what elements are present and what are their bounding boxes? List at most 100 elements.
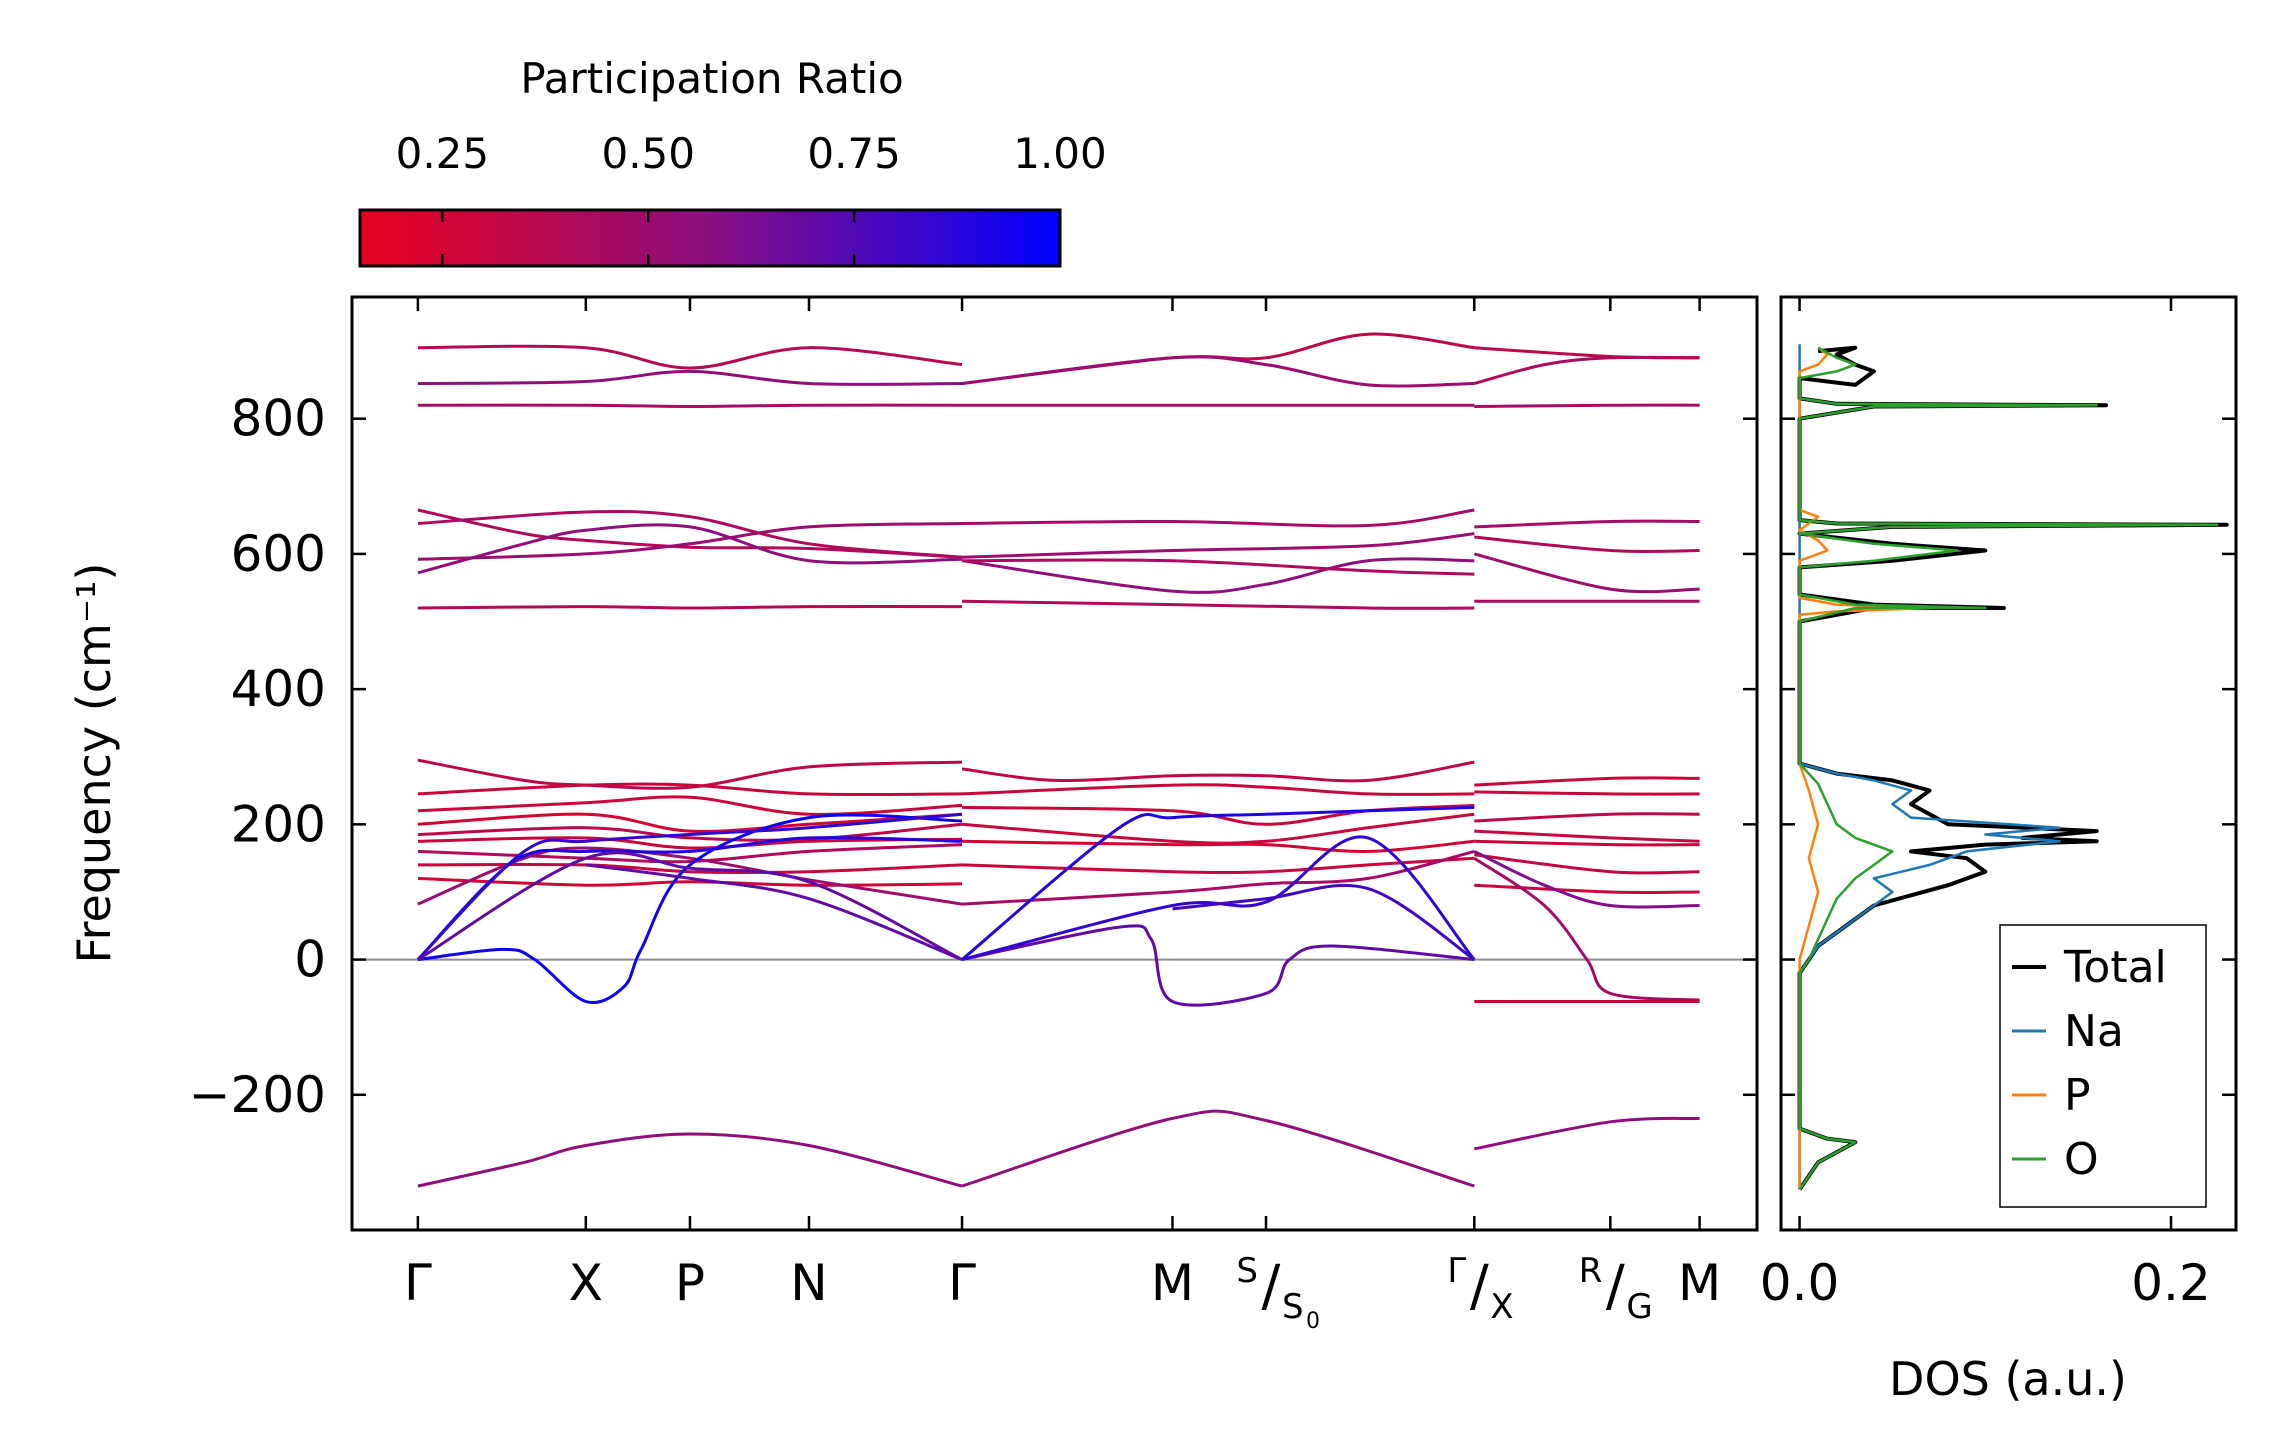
band-plot-frame [350, 295, 1759, 1232]
k-point-label: M [1151, 1254, 1194, 1312]
dos-legend: Total Na PO [1999, 924, 2207, 1208]
k-point-label: P [675, 1254, 705, 1312]
phonon-band [417, 782, 963, 797]
phonon-band [417, 876, 963, 887]
k-point-label: Γ [404, 1254, 432, 1312]
phonon-band [961, 835, 1476, 962]
colorbar-tick-label: 0.25 [396, 129, 490, 178]
phonon-band [417, 508, 963, 559]
k-point-slash: / [1262, 1254, 1281, 1319]
k-point-name: M [1151, 1254, 1194, 1312]
colorbar-label: Participation Ratio [520, 54, 903, 103]
phonon-band [961, 849, 1475, 906]
phonon-band [961, 557, 1475, 594]
k-point-name: X [569, 1254, 603, 1312]
phonon-band [961, 508, 1475, 528]
phonon-band [1474, 790, 1700, 796]
phonon-band [961, 532, 1475, 559]
colorbar-tick-label: 0.50 [601, 129, 695, 178]
k-point-slash: / [1470, 1254, 1489, 1319]
k-point-sub: X [1490, 1287, 1513, 1327]
k-point-label: N [790, 1254, 827, 1312]
phonon-band [585, 863, 963, 961]
phonon-band [1474, 853, 1700, 875]
k-point-sup: S [1236, 1251, 1258, 1291]
dos-x-tick-label: 0.2 [2131, 1254, 2211, 1312]
dos-curve-o [1798, 346, 2219, 1191]
phonon-band [961, 1109, 1475, 1188]
phonon-band [417, 344, 963, 370]
y-tick-label: 800 [231, 390, 326, 448]
phonon-bands [416, 332, 1700, 1188]
phonon-band [417, 369, 963, 386]
colorbar-gradient [358, 208, 1062, 268]
phonon-band [417, 795, 963, 816]
legend-label-na: Na [2064, 1006, 2124, 1057]
k-point-label: S / S 0 [1236, 1251, 1320, 1334]
dos-curve-na [1798, 344, 2061, 1190]
phonon-band [417, 846, 963, 906]
phonon-band [961, 558, 1475, 576]
colorbar-tick-labels: 0.25 0.50 0.75 1.00 [396, 129, 1107, 178]
phonon-band [1474, 535, 1700, 554]
phonon-band [961, 783, 1475, 796]
phonon-band [417, 862, 963, 875]
k-point-slash: / [1606, 1254, 1625, 1319]
k-point-name: N [790, 1254, 827, 1312]
legend-frame [1999, 924, 2207, 1208]
phonon-band [1473, 355, 1700, 385]
legend-label-total: Total [2063, 942, 2167, 993]
phonon-band [1473, 856, 1700, 1002]
phonon-band [1474, 812, 1700, 823]
colorbar-tick-label: 0.75 [807, 129, 901, 178]
phonon-band [961, 805, 1475, 961]
phonon-band [417, 851, 963, 961]
dos-axis-label: DOS (a.u.) [1889, 1352, 2127, 1406]
k-point-name: Γ [948, 1254, 976, 1312]
phonon-band [416, 812, 963, 961]
y-tick-label: −200 [189, 1066, 326, 1124]
k-point-label: R / G [1579, 1251, 1653, 1327]
phonon-band [1474, 829, 1700, 843]
phonon-band [417, 523, 963, 575]
phonon-band [961, 812, 1475, 845]
phonon-band [1172, 883, 1476, 961]
k-point-name: M [1678, 1254, 1721, 1312]
phonon-band [1474, 776, 1700, 787]
phonon-band [961, 924, 1475, 1007]
k-point-sub: S [1282, 1287, 1304, 1327]
dos-curves [1797, 344, 2229, 1191]
k-point-sub: G [1626, 1287, 1652, 1327]
colorbar: Participation Ratio 0.25 0.50 0.75 1.00 [358, 54, 1107, 268]
dos-x-tick-label: 0.0 [1760, 1254, 1840, 1312]
phonon-band [417, 813, 963, 1005]
phonon-band [417, 822, 963, 842]
dos-panel: 0.0 0.2 DOS (a.u.) Total Na PO [1760, 295, 2238, 1406]
phonon-band [417, 510, 963, 559]
phonon-band [1473, 552, 1700, 594]
y-tick-label: 200 [231, 795, 326, 853]
phonon-band [961, 839, 1475, 853]
y-tick-label: 600 [231, 525, 326, 583]
phonon-band [417, 605, 963, 610]
phonon-band [961, 856, 1475, 875]
k-point-label: X [569, 1254, 603, 1312]
k-point-label: M [1678, 1254, 1721, 1312]
phonon-band [417, 522, 963, 561]
phonon-band [961, 355, 1475, 388]
phonon-band [1474, 883, 1700, 894]
k-point-label: Γ / X [1447, 1251, 1513, 1327]
y-tick-label: 0 [294, 931, 326, 989]
phonon-band [417, 836, 963, 850]
phonon-band [961, 599, 1475, 610]
dos-axis-ticks: 0.0 0.2 [1760, 297, 2236, 1312]
colorbar-ticks [441, 210, 856, 266]
phonon-band [1474, 519, 1700, 529]
frequency-axis-ticks: −200 0 200 400 600 800 [189, 390, 1757, 1124]
k-point-subsub: 0 [1306, 1309, 1320, 1334]
dos-plot-frame [1779, 295, 2238, 1232]
phonon-band [961, 760, 1475, 783]
phonon-band [1474, 1116, 1700, 1151]
